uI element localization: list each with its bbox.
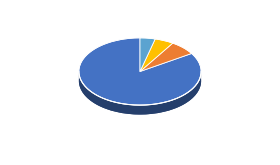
- Polygon shape: [79, 38, 201, 105]
- Polygon shape: [79, 71, 201, 115]
- Ellipse shape: [79, 47, 201, 115]
- Polygon shape: [140, 38, 155, 71]
- Polygon shape: [140, 43, 192, 71]
- Polygon shape: [140, 39, 173, 71]
